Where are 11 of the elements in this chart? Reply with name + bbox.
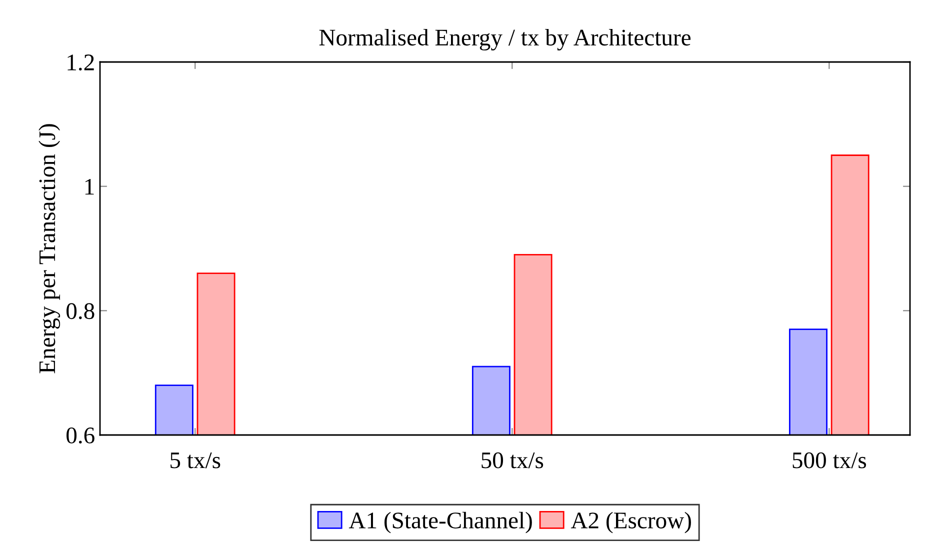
- legend-label: A2 (Escrow): [570, 512, 691, 534]
- y-tick-label: 0.6: [66, 427, 94, 444]
- x-tick-label: 500 tx/s: [792, 452, 866, 468]
- y-tick-label: 1: [85, 178, 94, 195]
- x-tick-label: 5 tx/s: [170, 452, 220, 468]
- y-tick-label: 1.2: [68, 54, 94, 71]
- y-axis-title: Energy per Transaction (J): [38, 124, 60, 374]
- chart-title: Normalised Energy / tx by Architecture: [319, 28, 691, 50]
- x-tick-label: 50 tx/s: [482, 452, 544, 468]
- legend-label: A1 (State-Channel): [348, 512, 532, 534]
- y-tick-label: 0.8: [66, 303, 94, 320]
